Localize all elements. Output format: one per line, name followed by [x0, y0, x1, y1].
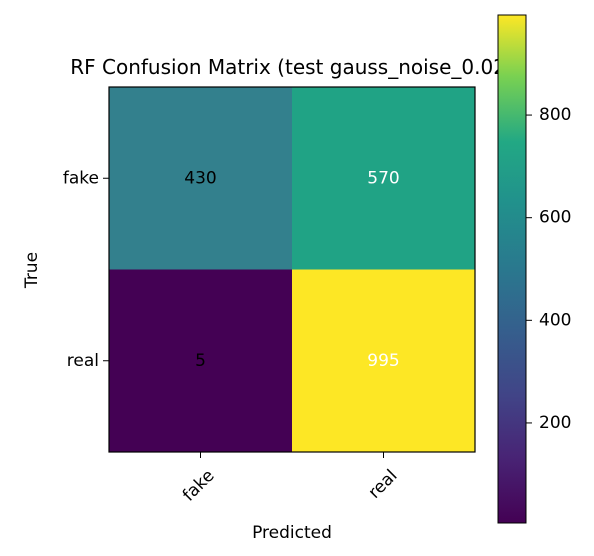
plot-frame	[108, 86, 476, 453]
y-axis-label: True	[22, 252, 42, 289]
heatmap-cell-fake-real	[292, 87, 476, 270]
colorbar-tick-label: 600	[539, 208, 571, 228]
x-tick-label: real	[365, 466, 402, 503]
cell-value-label: 570	[367, 168, 399, 188]
chart-title: RF Confusion Matrix (test gauss_noise_0.…	[70, 55, 514, 79]
colorbar-tick-label: 200	[539, 413, 571, 433]
heatmap-cell-fake-fake	[109, 87, 293, 270]
x-tick-label: fake	[179, 466, 219, 506]
colorbar-ticks: 200 400 600 800	[526, 105, 571, 433]
heatmap-cells	[109, 87, 476, 453]
heatmap-cell-real-fake	[109, 269, 293, 453]
cell-value-label: 430	[184, 168, 216, 188]
y-tick-label: real	[67, 351, 99, 371]
cell-value-labels: 430 570 5 995	[184, 168, 399, 371]
y-axis-ticks: fake real	[63, 168, 109, 371]
colorbar-tick-label: 400	[539, 310, 571, 330]
cell-value-label: 5	[195, 351, 206, 371]
colorbar-tick-label: 800	[539, 105, 571, 125]
cell-value-label: 995	[367, 351, 399, 371]
x-axis-label: Predicted	[252, 523, 332, 543]
colorbar	[497, 14, 527, 524]
y-tick-label: fake	[63, 168, 99, 188]
x-axis-ticks: fake real	[179, 452, 402, 506]
heatmap-cell-real-real	[292, 269, 476, 453]
